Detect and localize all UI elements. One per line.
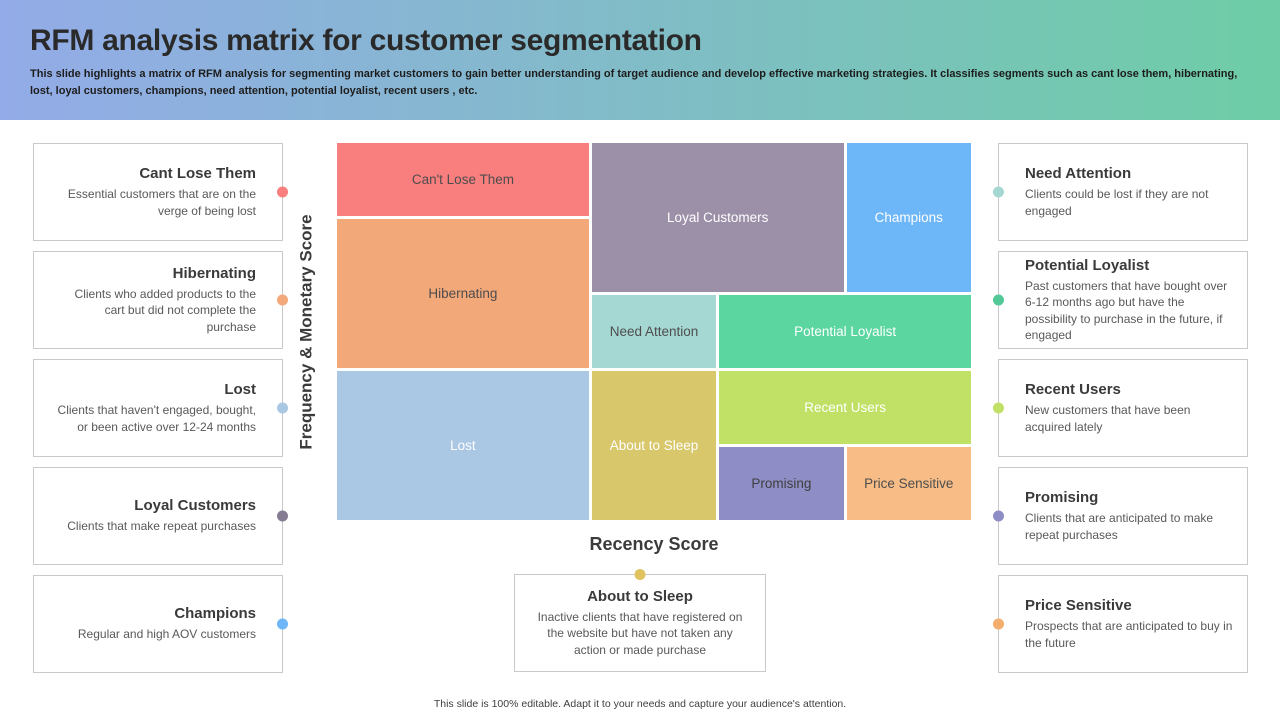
card-title: Loyal Customers: [134, 497, 256, 515]
matrix-cell-label: Hibernating: [428, 286, 498, 301]
legend-card-price-sensitive: Price Sensitive Prospects that are antic…: [993, 575, 1248, 673]
header: RFM analysis matrix for customer segment…: [0, 0, 1280, 120]
page-title: RFM analysis matrix for customer segment…: [30, 24, 702, 57]
matrix-cell-hibernating: Hibernating: [337, 219, 589, 368]
legend-card-cant-lose-them: Cant Lose Them Essential customers that …: [33, 143, 288, 241]
card-title: Recent Users: [1025, 381, 1121, 399]
legend-card-promising: Promising Clients that are anticipated t…: [993, 467, 1248, 565]
legend-card-recent-users: Recent Users New customers that have bee…: [993, 359, 1248, 457]
cant-lose-them-dot: [277, 186, 288, 198]
need-attention-dot: [993, 186, 1004, 198]
footer-note: This slide is 100% editable. Adapt it to…: [433, 698, 847, 710]
legend-card-need-attention: Need Attention Clients could be lost if …: [993, 143, 1248, 241]
matrix-cell-champions: Champions: [846, 143, 971, 292]
hibernating-dot: [277, 294, 288, 306]
potential-loyalist-dot: [993, 294, 1004, 306]
about-to-sleep-dot: [634, 569, 646, 580]
matrix-cell-need-attention: Need Attention: [591, 295, 717, 368]
card-title: Champions: [174, 605, 256, 623]
right-legend-column: Need Attention Clients could be lost if …: [993, 143, 1248, 673]
matrix-cell-label: Can't Lose Them: [411, 172, 514, 187]
matrix-cell-label: Loyal Customers: [667, 210, 769, 225]
card-title: Hibernating: [172, 265, 256, 283]
card-title: Price Sensitive: [1025, 597, 1132, 615]
matrix-cell-label: Price Sensitive: [864, 476, 954, 491]
card-title: Lost: [224, 381, 256, 399]
loyal-customers-dot: [277, 510, 288, 522]
legend-card-loyal-customers: Loyal Customers Clients that make repeat…: [33, 467, 288, 565]
matrix-cell-label: Potential Loyalist: [794, 324, 897, 339]
rfm-matrix: Can't Lose Them Loyal Customers Champion…: [337, 143, 971, 520]
matrix-cell-label: Lost: [450, 438, 476, 453]
matrix-cell-loyal-customers: Loyal Customers: [591, 143, 844, 292]
promising-dot: [993, 510, 1004, 522]
matrix-cell-label: Promising: [751, 476, 812, 491]
left-legend-column: Cant Lose Them Essential customers that …: [33, 143, 288, 673]
champions-dot: [277, 618, 288, 630]
card-description: Clients that haven't engaged, bought, or…: [57, 403, 256, 434]
x-axis-label: Recency Score: [589, 534, 719, 554]
card-description: Clients could be lost if they are not en…: [1025, 187, 1209, 218]
card-title: About to Sleep: [587, 588, 693, 606]
card-description: Regular and high AOV customers: [77, 627, 256, 642]
matrix-cell-label: About to Sleep: [609, 438, 699, 453]
lost-dot: [277, 402, 288, 414]
price-sensitive-dot: [993, 618, 1004, 630]
card-description: Inactive clients that have registered on…: [537, 610, 743, 657]
matrix-cell-cant-lose-them: Can't Lose Them: [337, 143, 589, 216]
card-title: Promising: [1025, 489, 1099, 507]
card-description: Clients that make repeat purchases: [67, 519, 256, 534]
matrix-cell-label: Need Attention: [609, 324, 699, 339]
matrix-cell-potential-loyalist: Potential Loyalist: [719, 295, 971, 368]
card-description: Past customers that have bought over 6-1…: [1025, 279, 1228, 342]
legend-card-about-to-sleep: About to Sleep Inactive clients that hav…: [514, 569, 766, 672]
legend-card-hibernating: Hibernating Clients who added products t…: [33, 251, 288, 349]
y-axis-label: Frequency & Monetary Score: [297, 213, 316, 450]
legend-card-champions: Champions Regular and high AOV customers: [33, 575, 288, 673]
card-title: Potential Loyalist: [1025, 257, 1150, 275]
matrix-cell-price-sensitive: Price Sensitive: [846, 447, 971, 520]
matrix-cell-about-to-sleep: About to Sleep: [591, 371, 717, 520]
matrix-cell-lost: Lost: [337, 371, 589, 520]
card-description: Clients who added products to the cart b…: [74, 287, 256, 334]
matrix-cell-label: Recent Users: [804, 400, 886, 415]
legend-card-potential-loyalist: Potential Loyalist Past customers that h…: [993, 251, 1248, 349]
recent-users-dot: [993, 402, 1004, 414]
card-description: Clients that are anticipated to make rep…: [1025, 511, 1214, 542]
card-title: Need Attention: [1025, 165, 1132, 183]
card-description: New customers that have been acquired la…: [1025, 403, 1191, 434]
legend-card-lost: Lost Clients that haven't engaged, bough…: [33, 359, 288, 457]
card-description: Essential customers that are on the verg…: [67, 187, 256, 218]
matrix-cell-recent-users: Recent Users: [719, 371, 971, 444]
page-subtitle: This slide highlights a matrix of RFM an…: [30, 68, 1238, 97]
y-axis-label-container: Frequency & Monetary Score: [290, 143, 324, 520]
matrix-cell-promising: Promising: [719, 447, 844, 520]
matrix-cell-label: Champions: [874, 210, 943, 225]
card-description: Prospects that are anticipated to buy in…: [1025, 619, 1233, 650]
card-title: Cant Lose Them: [139, 165, 256, 183]
